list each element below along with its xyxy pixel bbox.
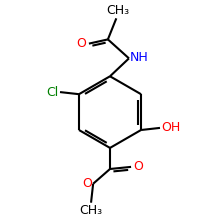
Text: CH₃: CH₃ (79, 204, 103, 217)
Text: NH: NH (130, 51, 149, 64)
Text: CH₃: CH₃ (106, 4, 129, 17)
Text: O: O (133, 160, 143, 173)
Text: OH: OH (161, 121, 180, 134)
Text: Cl: Cl (47, 86, 59, 99)
Text: O: O (77, 37, 86, 50)
Text: O: O (82, 177, 92, 190)
